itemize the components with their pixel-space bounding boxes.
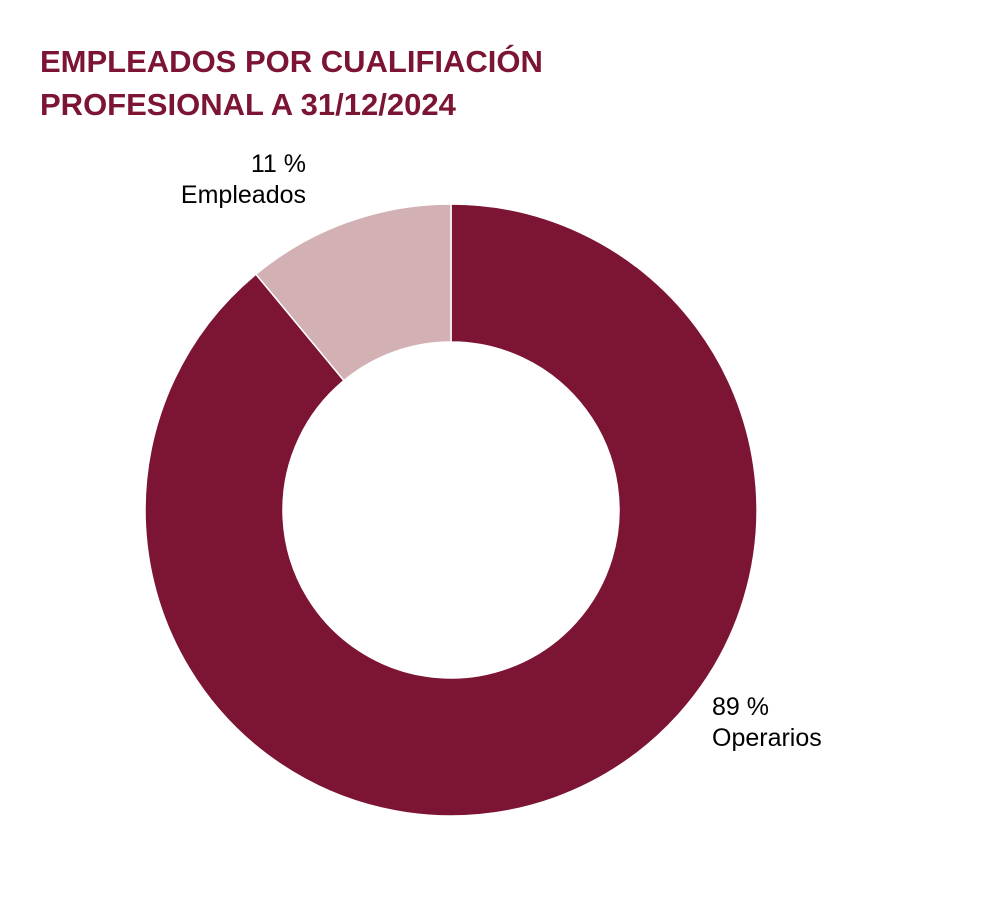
slice-label-empleados: 11 % Empleados xyxy=(181,149,306,211)
slice-value-operarios: 89 % xyxy=(712,693,769,721)
slice-value-empleados: 11 % xyxy=(250,150,306,178)
chart-title-line-1: EMPLEADOS POR CUALIFIACIÓN xyxy=(40,44,543,79)
slice-name-empleados: Empleados xyxy=(180,181,306,209)
chart-title: EMPLEADOS POR CUALIFIACIÓN PROFESIONAL A… xyxy=(40,40,543,126)
chart-title-line-2: PROFESIONAL A 31/12/2024 xyxy=(40,87,456,122)
slice-label-operarios: 89 % Operarios xyxy=(712,692,822,754)
slice-name-operarios: Operarios xyxy=(712,724,822,752)
donut-slice-operarios xyxy=(144,203,758,817)
donut-slice-empleados xyxy=(254,203,452,382)
